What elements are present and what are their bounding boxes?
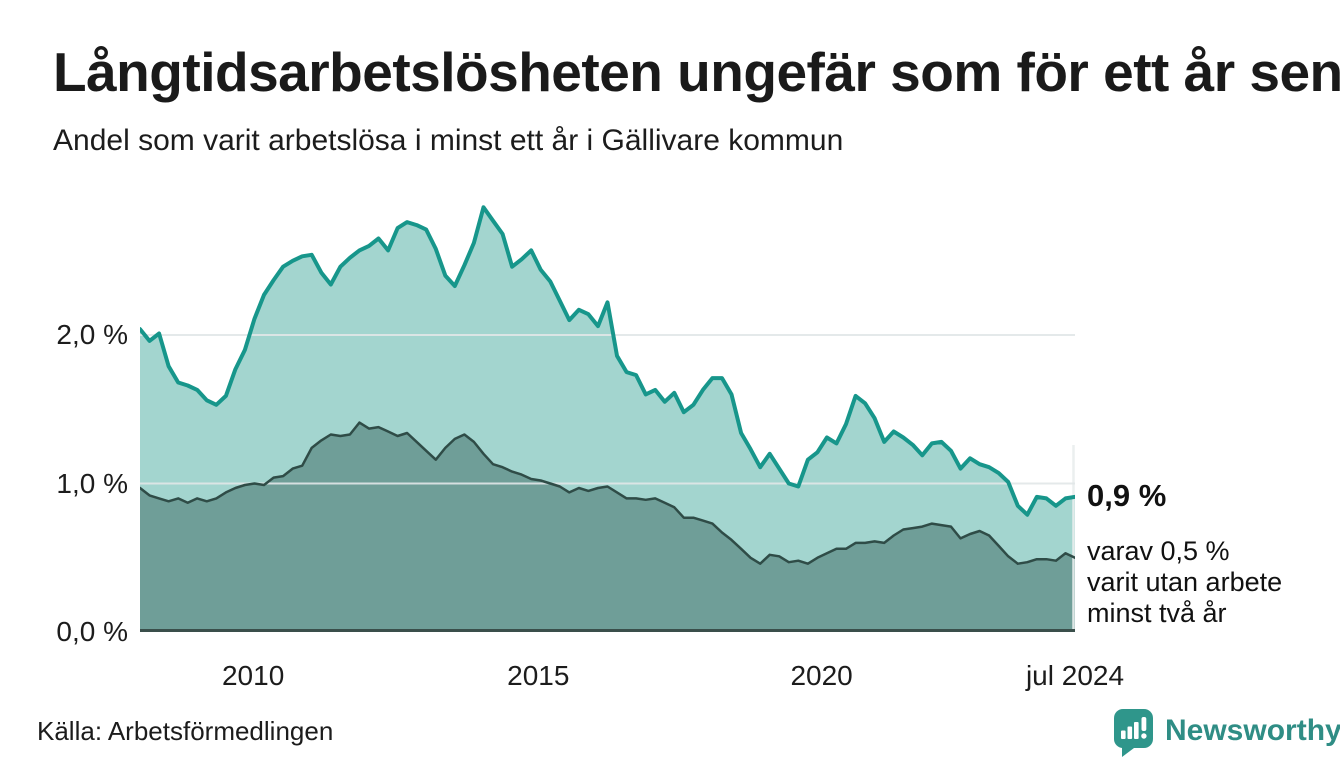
brand-logo: Newsworthy	[1113, 708, 1340, 758]
y-tick-label: 1,0 %	[56, 467, 128, 499]
source-note: Källa: Arbetsförmedlingen	[37, 716, 334, 746]
area-fill-two-years	[140, 422, 1075, 632]
plot-area	[140, 195, 1075, 632]
end-value-annotation: 0,9 % varav 0,5 % varit utan arbete minst …	[1087, 478, 1327, 629]
end-value-two-years: varav 0,5 % varit utan arbete minst två år	[1087, 536, 1283, 628]
brand-name: Newsworthy	[1165, 714, 1340, 747]
newsworthy-icon	[1114, 709, 1153, 757]
area-chart	[140, 205, 1075, 632]
y-tick-label: 2,0 %	[56, 319, 128, 350]
x-tick-label: jul 2024	[1025, 660, 1125, 691]
chart-subtitle: Andel som varit arbetslösa i minst ett å…	[53, 124, 844, 157]
x-axis: 2010 2015 2020 jul 2024	[140, 660, 1124, 700]
x-tick-label: 2020	[790, 660, 853, 691]
x-tick-label: 2010	[221, 660, 285, 691]
line-two-years	[140, 421, 1075, 565]
page-title: Långtidsarbetslösheten ungefär som för e…	[53, 41, 1340, 103]
y-axis: 0,0 % 1,0 % 2,0 %	[0, 195, 128, 647]
y-tick-label: 0,0 %	[56, 616, 128, 647]
end-value-total: 0,9 %	[1087, 478, 1167, 513]
x-tick-label: 2015	[507, 660, 570, 691]
line-total	[140, 205, 1075, 517]
